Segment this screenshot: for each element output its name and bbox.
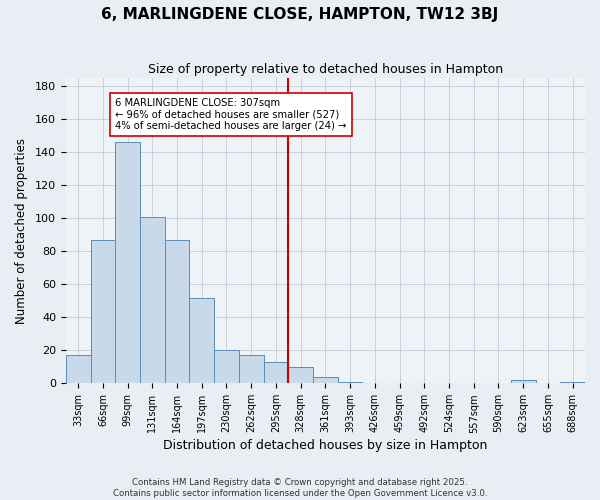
Text: 6 MARLINGDENE CLOSE: 307sqm
← 96% of detached houses are smaller (527)
4% of sem: 6 MARLINGDENE CLOSE: 307sqm ← 96% of det…	[115, 98, 347, 131]
Bar	[263, 362, 289, 384]
Bar	[214, 350, 239, 384]
Bar	[239, 356, 263, 384]
Y-axis label: Number of detached properties: Number of detached properties	[15, 138, 28, 324]
Bar	[560, 382, 585, 384]
Bar	[190, 298, 214, 384]
Bar	[289, 367, 313, 384]
Bar	[66, 356, 91, 384]
Bar	[338, 382, 362, 384]
Title: Size of property relative to detached houses in Hampton: Size of property relative to detached ho…	[148, 62, 503, 76]
Bar	[140, 216, 164, 384]
Bar	[313, 376, 338, 384]
Text: Contains HM Land Registry data © Crown copyright and database right 2025.
Contai: Contains HM Land Registry data © Crown c…	[113, 478, 487, 498]
Bar	[164, 240, 190, 384]
Bar	[511, 380, 536, 384]
Text: 6, MARLINGDENE CLOSE, HAMPTON, TW12 3BJ: 6, MARLINGDENE CLOSE, HAMPTON, TW12 3BJ	[101, 8, 499, 22]
Bar	[115, 142, 140, 384]
Bar	[91, 240, 115, 384]
X-axis label: Distribution of detached houses by size in Hampton: Distribution of detached houses by size …	[163, 440, 488, 452]
